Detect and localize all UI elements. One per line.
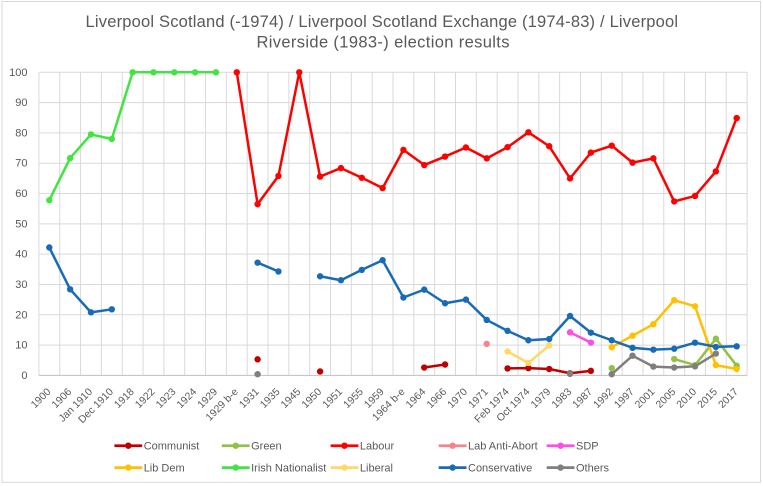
- svg-text:20: 20: [15, 309, 27, 321]
- svg-text:90: 90: [15, 97, 27, 109]
- svg-text:Liberal: Liberal: [360, 463, 393, 475]
- svg-text:10: 10: [15, 340, 27, 352]
- svg-text:70: 70: [15, 158, 27, 170]
- svg-text:80: 80: [15, 127, 27, 139]
- svg-text:Liverpool Scotland (-1974) / L: Liverpool Scotland (-1974) / Liverpool S…: [86, 13, 679, 31]
- svg-text:30: 30: [15, 279, 27, 291]
- svg-text:Labour: Labour: [360, 441, 395, 453]
- svg-text:100: 100: [9, 67, 27, 79]
- svg-text:0: 0: [21, 370, 27, 382]
- svg-text:Lib Dem: Lib Dem: [144, 463, 185, 475]
- svg-text:50: 50: [15, 218, 27, 230]
- svg-text:Riverside (1983-) election res: Riverside (1983-) election results: [257, 33, 510, 51]
- svg-text:Others: Others: [576, 463, 610, 475]
- svg-text:Conservative: Conservative: [468, 463, 532, 475]
- svg-text:60: 60: [15, 188, 27, 200]
- svg-text:Lab Anti-Abort: Lab Anti-Abort: [468, 441, 538, 453]
- svg-text:40: 40: [15, 249, 27, 261]
- svg-text:Green: Green: [251, 441, 282, 453]
- svg-text:Communist: Communist: [144, 441, 200, 453]
- svg-text:Irish Nationalist: Irish Nationalist: [251, 463, 326, 475]
- svg-text:SDP: SDP: [576, 441, 599, 453]
